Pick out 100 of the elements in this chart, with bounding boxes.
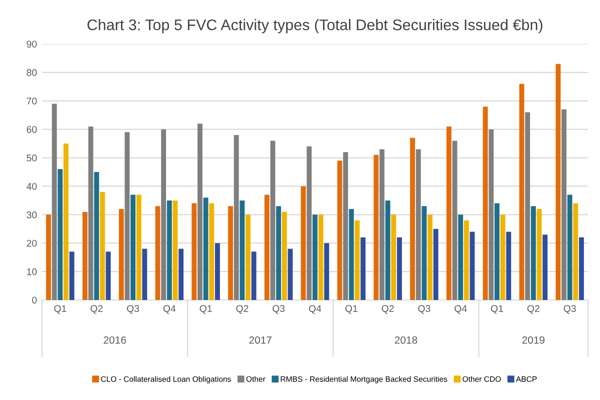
x-tick-label: Q2 [382, 305, 394, 314]
bar [318, 214, 324, 300]
bar [192, 203, 197, 300]
bar [264, 194, 270, 300]
bar [172, 200, 178, 300]
x-tick-label: Q3 [272, 305, 285, 314]
x-tick-label: Q4 [163, 305, 176, 314]
bar [58, 169, 63, 300]
bar [343, 152, 348, 300]
bar [374, 154, 379, 300]
bar [573, 203, 578, 300]
text: 2016 [104, 336, 126, 344]
bar [354, 220, 360, 300]
bar [578, 237, 584, 300]
bar [337, 160, 342, 300]
bar [494, 203, 500, 300]
y-tick-label: 90 [26, 40, 37, 48]
y-tick-label: 70 [26, 98, 37, 105]
y-tick-label: 30 [26, 211, 37, 218]
bar [410, 138, 416, 300]
bar [124, 132, 130, 300]
bar [306, 146, 312, 300]
bar [214, 243, 220, 300]
bar [155, 206, 160, 300]
bar [166, 200, 172, 300]
x-tick-label: Q2 [527, 305, 540, 314]
bar [178, 248, 184, 300]
bar [300, 186, 306, 300]
bar [385, 200, 390, 300]
bar [519, 84, 524, 300]
y-tick-label: 0 [32, 296, 37, 304]
bar [228, 206, 234, 300]
bar [46, 214, 52, 300]
bar [500, 214, 506, 300]
x-tick-label: Q2 [236, 305, 248, 314]
bar [64, 144, 68, 300]
bar [348, 208, 354, 300]
bar [562, 109, 566, 300]
bar [270, 140, 276, 300]
bar [203, 198, 208, 300]
bar [482, 106, 488, 300]
bar [69, 252, 74, 300]
x-tick-label: Q1 [200, 305, 212, 314]
bar [246, 214, 250, 300]
y-tick-label: 40 [26, 182, 37, 190]
bar [428, 214, 432, 300]
bar [136, 194, 142, 300]
bar [433, 228, 438, 300]
text: 2017 [249, 336, 272, 344]
bar [446, 126, 452, 300]
bar [161, 129, 166, 300]
bar [536, 208, 542, 300]
bar [567, 194, 572, 300]
bar [198, 124, 202, 300]
bar [470, 232, 475, 300]
bar [396, 237, 402, 300]
x-tick-label: Q3 [418, 305, 430, 314]
bar [94, 172, 100, 300]
bar [452, 140, 458, 300]
bar [142, 248, 148, 300]
bar [106, 252, 111, 300]
y-tick-label: 10 [27, 268, 37, 276]
chart-title: Chart 3: Top 5 FVC Activity types (Total Debt Securities Issued €bn) [88, 19, 542, 34]
text: 2019 [522, 336, 544, 344]
bar [82, 212, 88, 300]
bar [542, 234, 548, 300]
bar [209, 203, 214, 300]
y-tick-label: 60 [26, 126, 37, 133]
bar [391, 214, 396, 300]
bar [100, 192, 105, 300]
bar [312, 214, 318, 300]
bar [530, 206, 536, 300]
bar [52, 104, 57, 300]
bar [525, 112, 530, 300]
bar [288, 248, 293, 300]
bar [488, 129, 494, 300]
bar [276, 206, 282, 300]
x-tick-label: Q1 [54, 305, 66, 314]
bar [251, 252, 256, 300]
bar [458, 214, 464, 300]
bar [380, 149, 384, 300]
y-tick-label: 20 [26, 240, 37, 247]
bar [240, 200, 245, 300]
bar [556, 64, 561, 300]
x-tick-label: Q1 [345, 305, 358, 314]
bar [130, 194, 136, 300]
bar [416, 149, 421, 300]
bar [282, 212, 287, 300]
y-tick-label: 80 [26, 69, 37, 76]
x-tick-label: Q2 [90, 305, 103, 314]
bar [360, 237, 366, 300]
bar [422, 206, 427, 300]
y-tick-label: 50 [26, 154, 37, 162]
x-tick-label: Q4 [308, 305, 322, 314]
bar [324, 243, 330, 300]
x-tick-label: Q3 [564, 305, 576, 314]
bar [118, 208, 124, 300]
bar [88, 126, 94, 300]
text: 2018 [394, 336, 418, 344]
bar [506, 232, 512, 300]
